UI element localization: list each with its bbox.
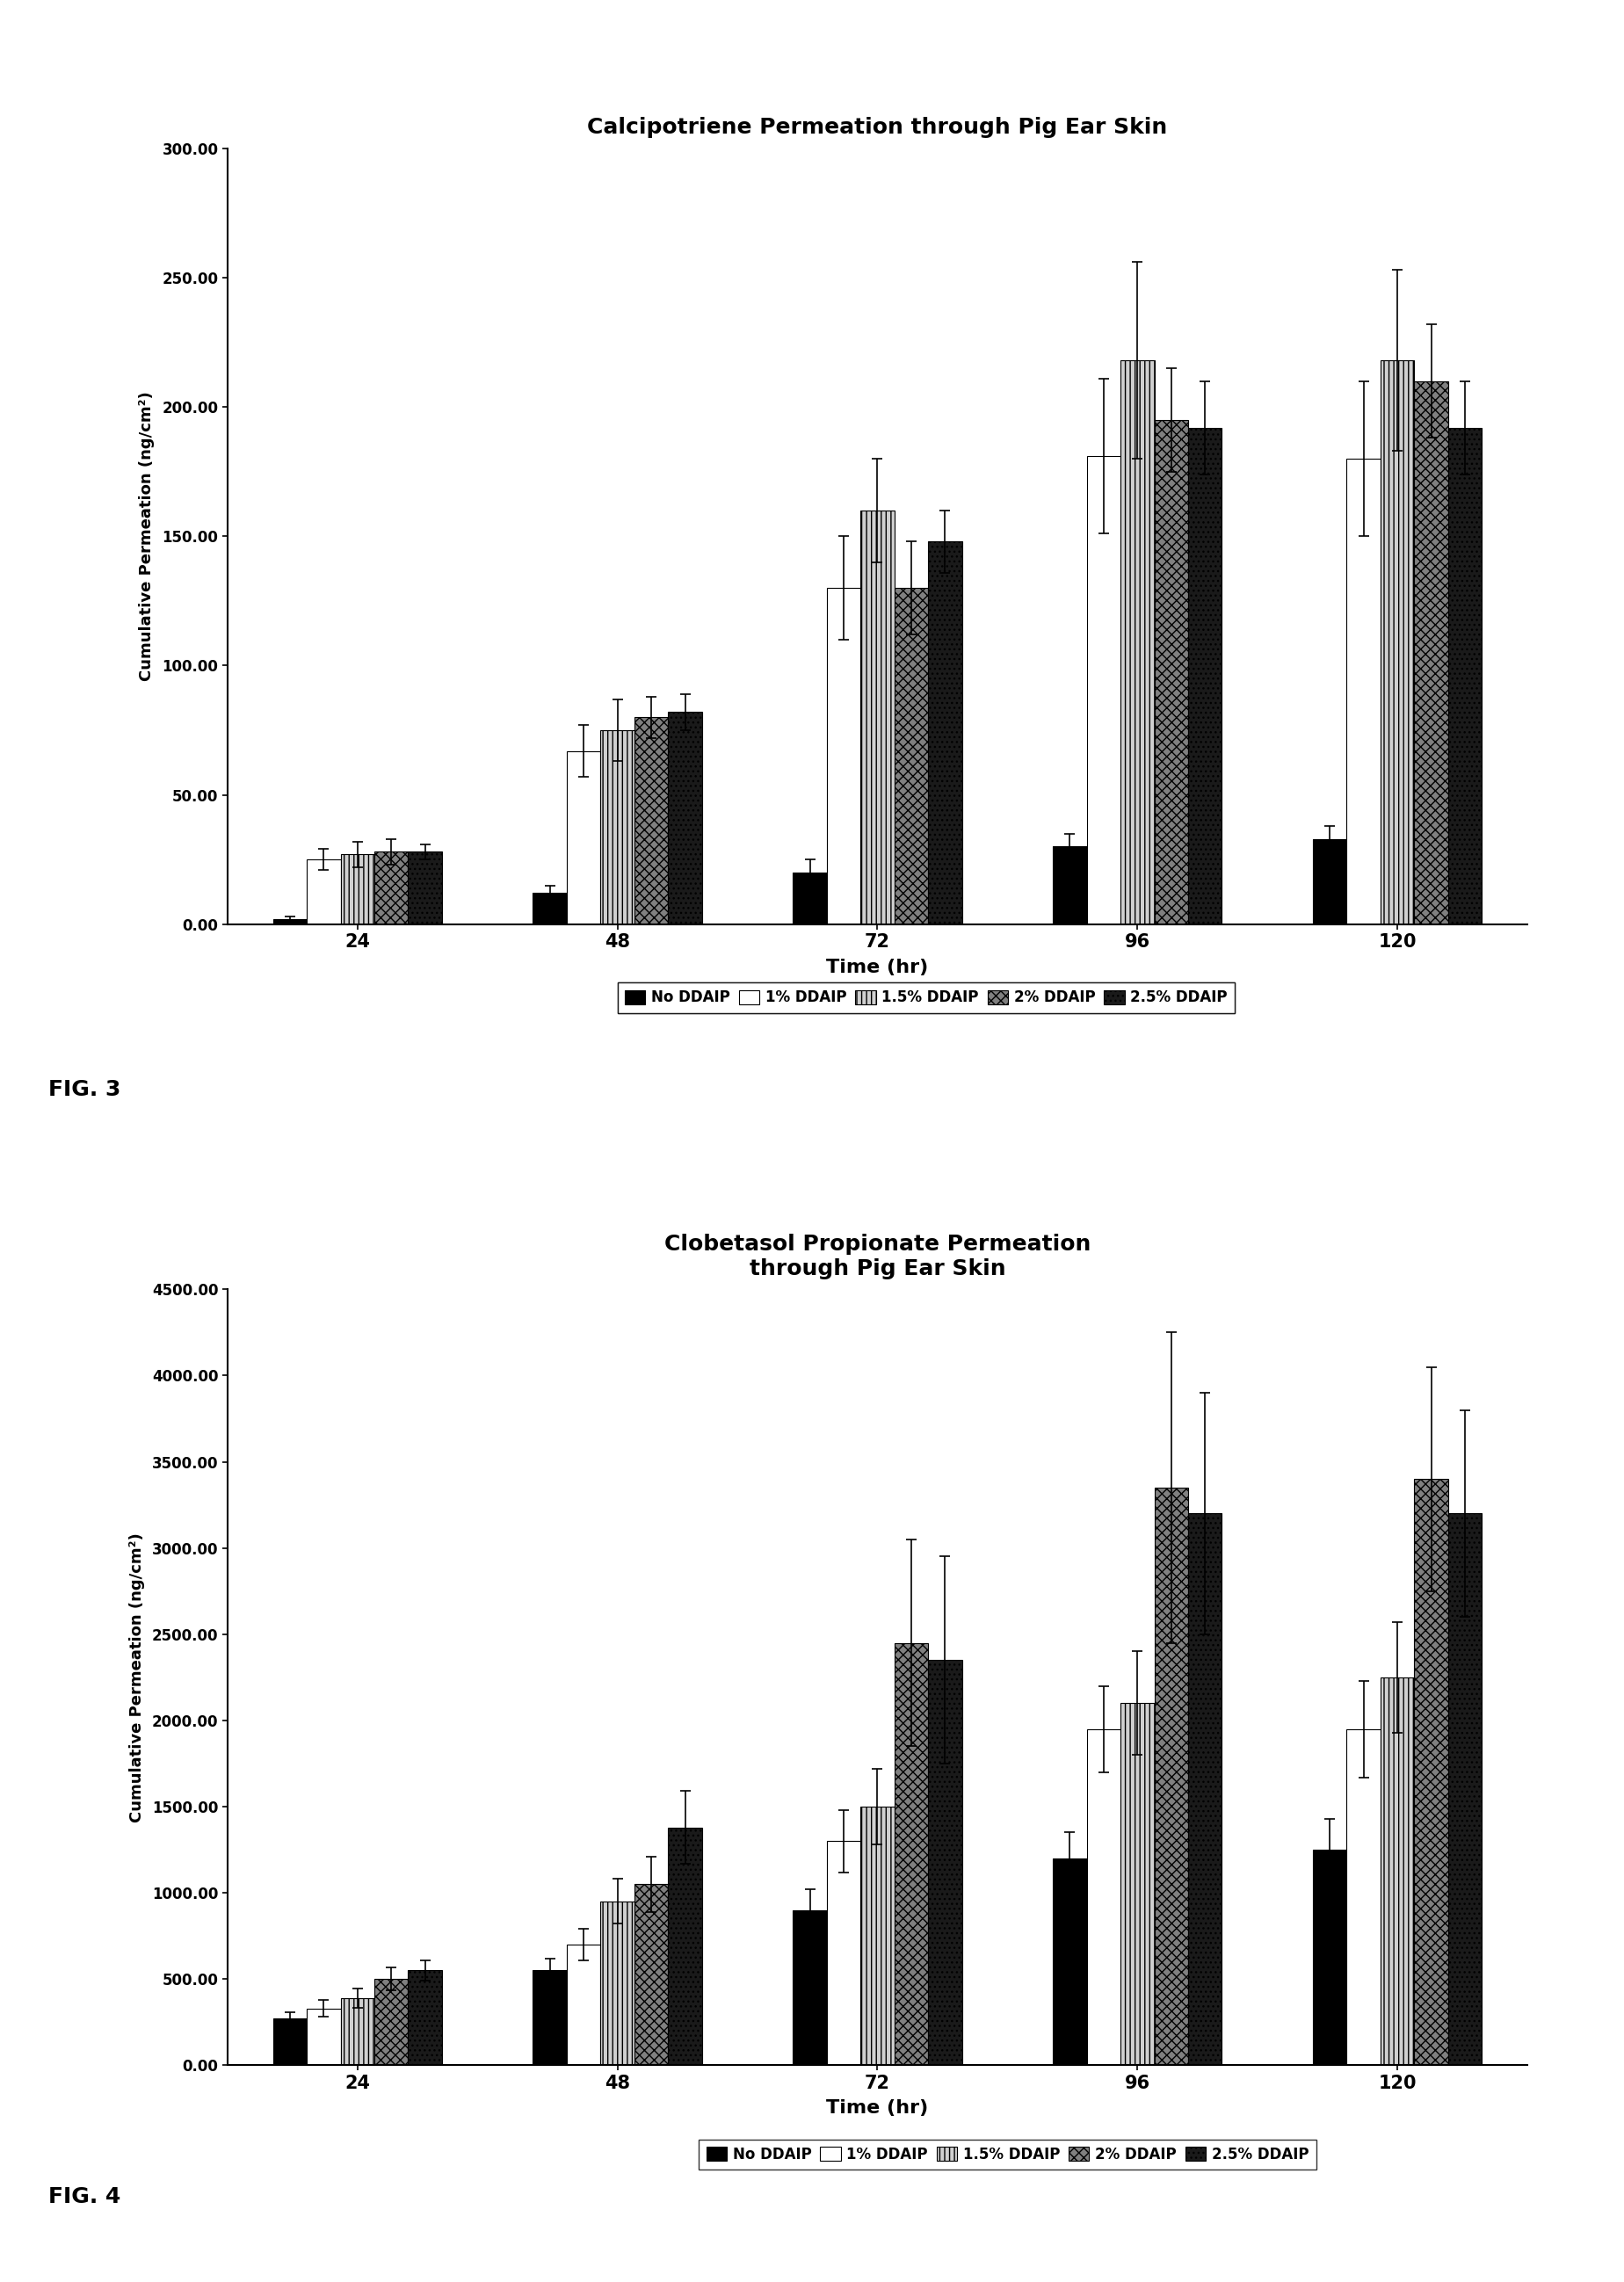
Y-axis label: Cumulative Permeation (ng/cm²): Cumulative Permeation (ng/cm²) [128, 1534, 145, 1821]
Bar [861, 1807, 893, 2065]
Bar [1413, 1479, 1447, 2065]
Text: FIG. 4: FIG. 4 [49, 2186, 122, 2207]
Bar [827, 1842, 861, 2065]
Bar [793, 872, 827, 924]
Bar [601, 1901, 633, 2065]
X-axis label: Time (hr): Time (hr) [827, 2099, 927, 2118]
Bar [1380, 1677, 1413, 2065]
Bar [273, 920, 307, 924]
Bar [1153, 420, 1187, 924]
Legend: No DDAIP, 1% DDAIP, 1.5% DDAIP, 2% DDAIP, 2.5% DDAIP: No DDAIP, 1% DDAIP, 1.5% DDAIP, 2% DDAIP… [698, 2138, 1315, 2170]
Bar [827, 589, 861, 924]
Bar [1380, 361, 1413, 924]
Bar [341, 1999, 374, 2065]
Bar [1052, 1858, 1086, 2065]
Text: FIG. 3: FIG. 3 [49, 1079, 122, 1100]
Bar [1346, 1730, 1380, 2065]
Bar [1346, 459, 1380, 924]
Bar [1052, 847, 1086, 924]
Bar [1153, 1488, 1187, 2065]
X-axis label: Time (hr): Time (hr) [827, 958, 927, 977]
Bar [374, 851, 408, 924]
Bar [1086, 456, 1121, 924]
Bar [1086, 1730, 1121, 2065]
Bar [408, 1969, 442, 2065]
Y-axis label: Cumulative Permeation (ng/cm²): Cumulative Permeation (ng/cm²) [140, 393, 154, 680]
Bar [633, 717, 667, 924]
Bar [1312, 840, 1346, 924]
Bar [1187, 427, 1221, 924]
Bar [341, 853, 374, 924]
Bar [667, 712, 702, 924]
Bar [667, 1828, 702, 2065]
Bar [893, 589, 927, 924]
Bar [861, 511, 893, 924]
Bar [927, 541, 961, 924]
Bar [307, 2008, 341, 2065]
Bar [533, 892, 567, 924]
Bar [633, 1885, 667, 2065]
Bar [307, 860, 341, 924]
Bar [1121, 1702, 1153, 2065]
Bar [533, 1969, 567, 2065]
Bar [1312, 1851, 1346, 2065]
Bar [567, 751, 601, 924]
Legend: No DDAIP, 1% DDAIP, 1.5% DDAIP, 2% DDAIP, 2.5% DDAIP: No DDAIP, 1% DDAIP, 1.5% DDAIP, 2% DDAIP… [617, 981, 1234, 1013]
Bar [927, 1659, 961, 2065]
Bar [1121, 361, 1153, 924]
Bar [1413, 381, 1447, 924]
Title: Clobetasol Propionate Permeation
through Pig Ear Skin: Clobetasol Propionate Permeation through… [664, 1235, 1090, 1280]
Bar [601, 730, 633, 924]
Bar [893, 1643, 927, 2065]
Bar [793, 1910, 827, 2065]
Bar [1447, 427, 1481, 924]
Title: Calcipotriene Permeation through Pig Ear Skin: Calcipotriene Permeation through Pig Ear… [586, 116, 1168, 139]
Bar [374, 1978, 408, 2065]
Bar [1447, 1513, 1481, 2065]
Bar [408, 851, 442, 924]
Bar [567, 1944, 601, 2065]
Bar [1187, 1513, 1221, 2065]
Bar [273, 2020, 307, 2065]
